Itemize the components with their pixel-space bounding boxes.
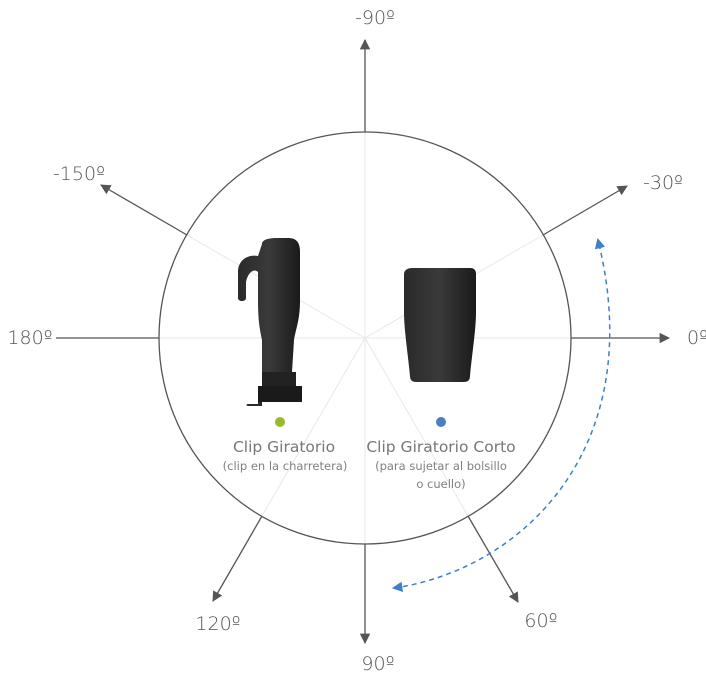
angle-label-120: 120º: [195, 613, 240, 635]
clip-giratorio-corto-subtitle-line1: (para sujetar al bolsillo: [375, 459, 507, 473]
clip-giratorio-corto-dot: [436, 417, 446, 427]
clip-giratorio-subtitle: (clip en la charretera): [223, 459, 348, 473]
angle-label-60: 60º: [524, 610, 557, 632]
axis-arrow-120: [212, 515, 263, 602]
angle-label-180: 180º: [7, 327, 52, 349]
clip-giratorio-corto-subtitle-line2: o cuello): [416, 477, 465, 491]
angle-label-neg150: -150º: [53, 163, 105, 185]
faint-radial-lines: [159, 132, 571, 544]
angle-label-neg30: -30º: [643, 172, 683, 194]
clip-giratorio-corto-title: Clip Giratorio Corto: [366, 438, 515, 456]
clip-giratorio-title: Clip Giratorio: [233, 438, 335, 456]
axis-arrow-neg30: [542, 185, 628, 236]
rotation-direction-arrow: [391, 237, 611, 593]
axis-arrow-neg150: [100, 184, 188, 236]
clip-giratorio-corto-device: [404, 268, 476, 382]
clip-giratorio-dot: [275, 417, 285, 427]
angle-label-neg90: -90º: [355, 7, 395, 29]
angle-label-90: 90º: [361, 653, 394, 675]
angle-label-0: 0º: [687, 327, 706, 349]
axis-arrow-60: [467, 515, 519, 603]
clip-giratorio-device: [238, 238, 302, 406]
